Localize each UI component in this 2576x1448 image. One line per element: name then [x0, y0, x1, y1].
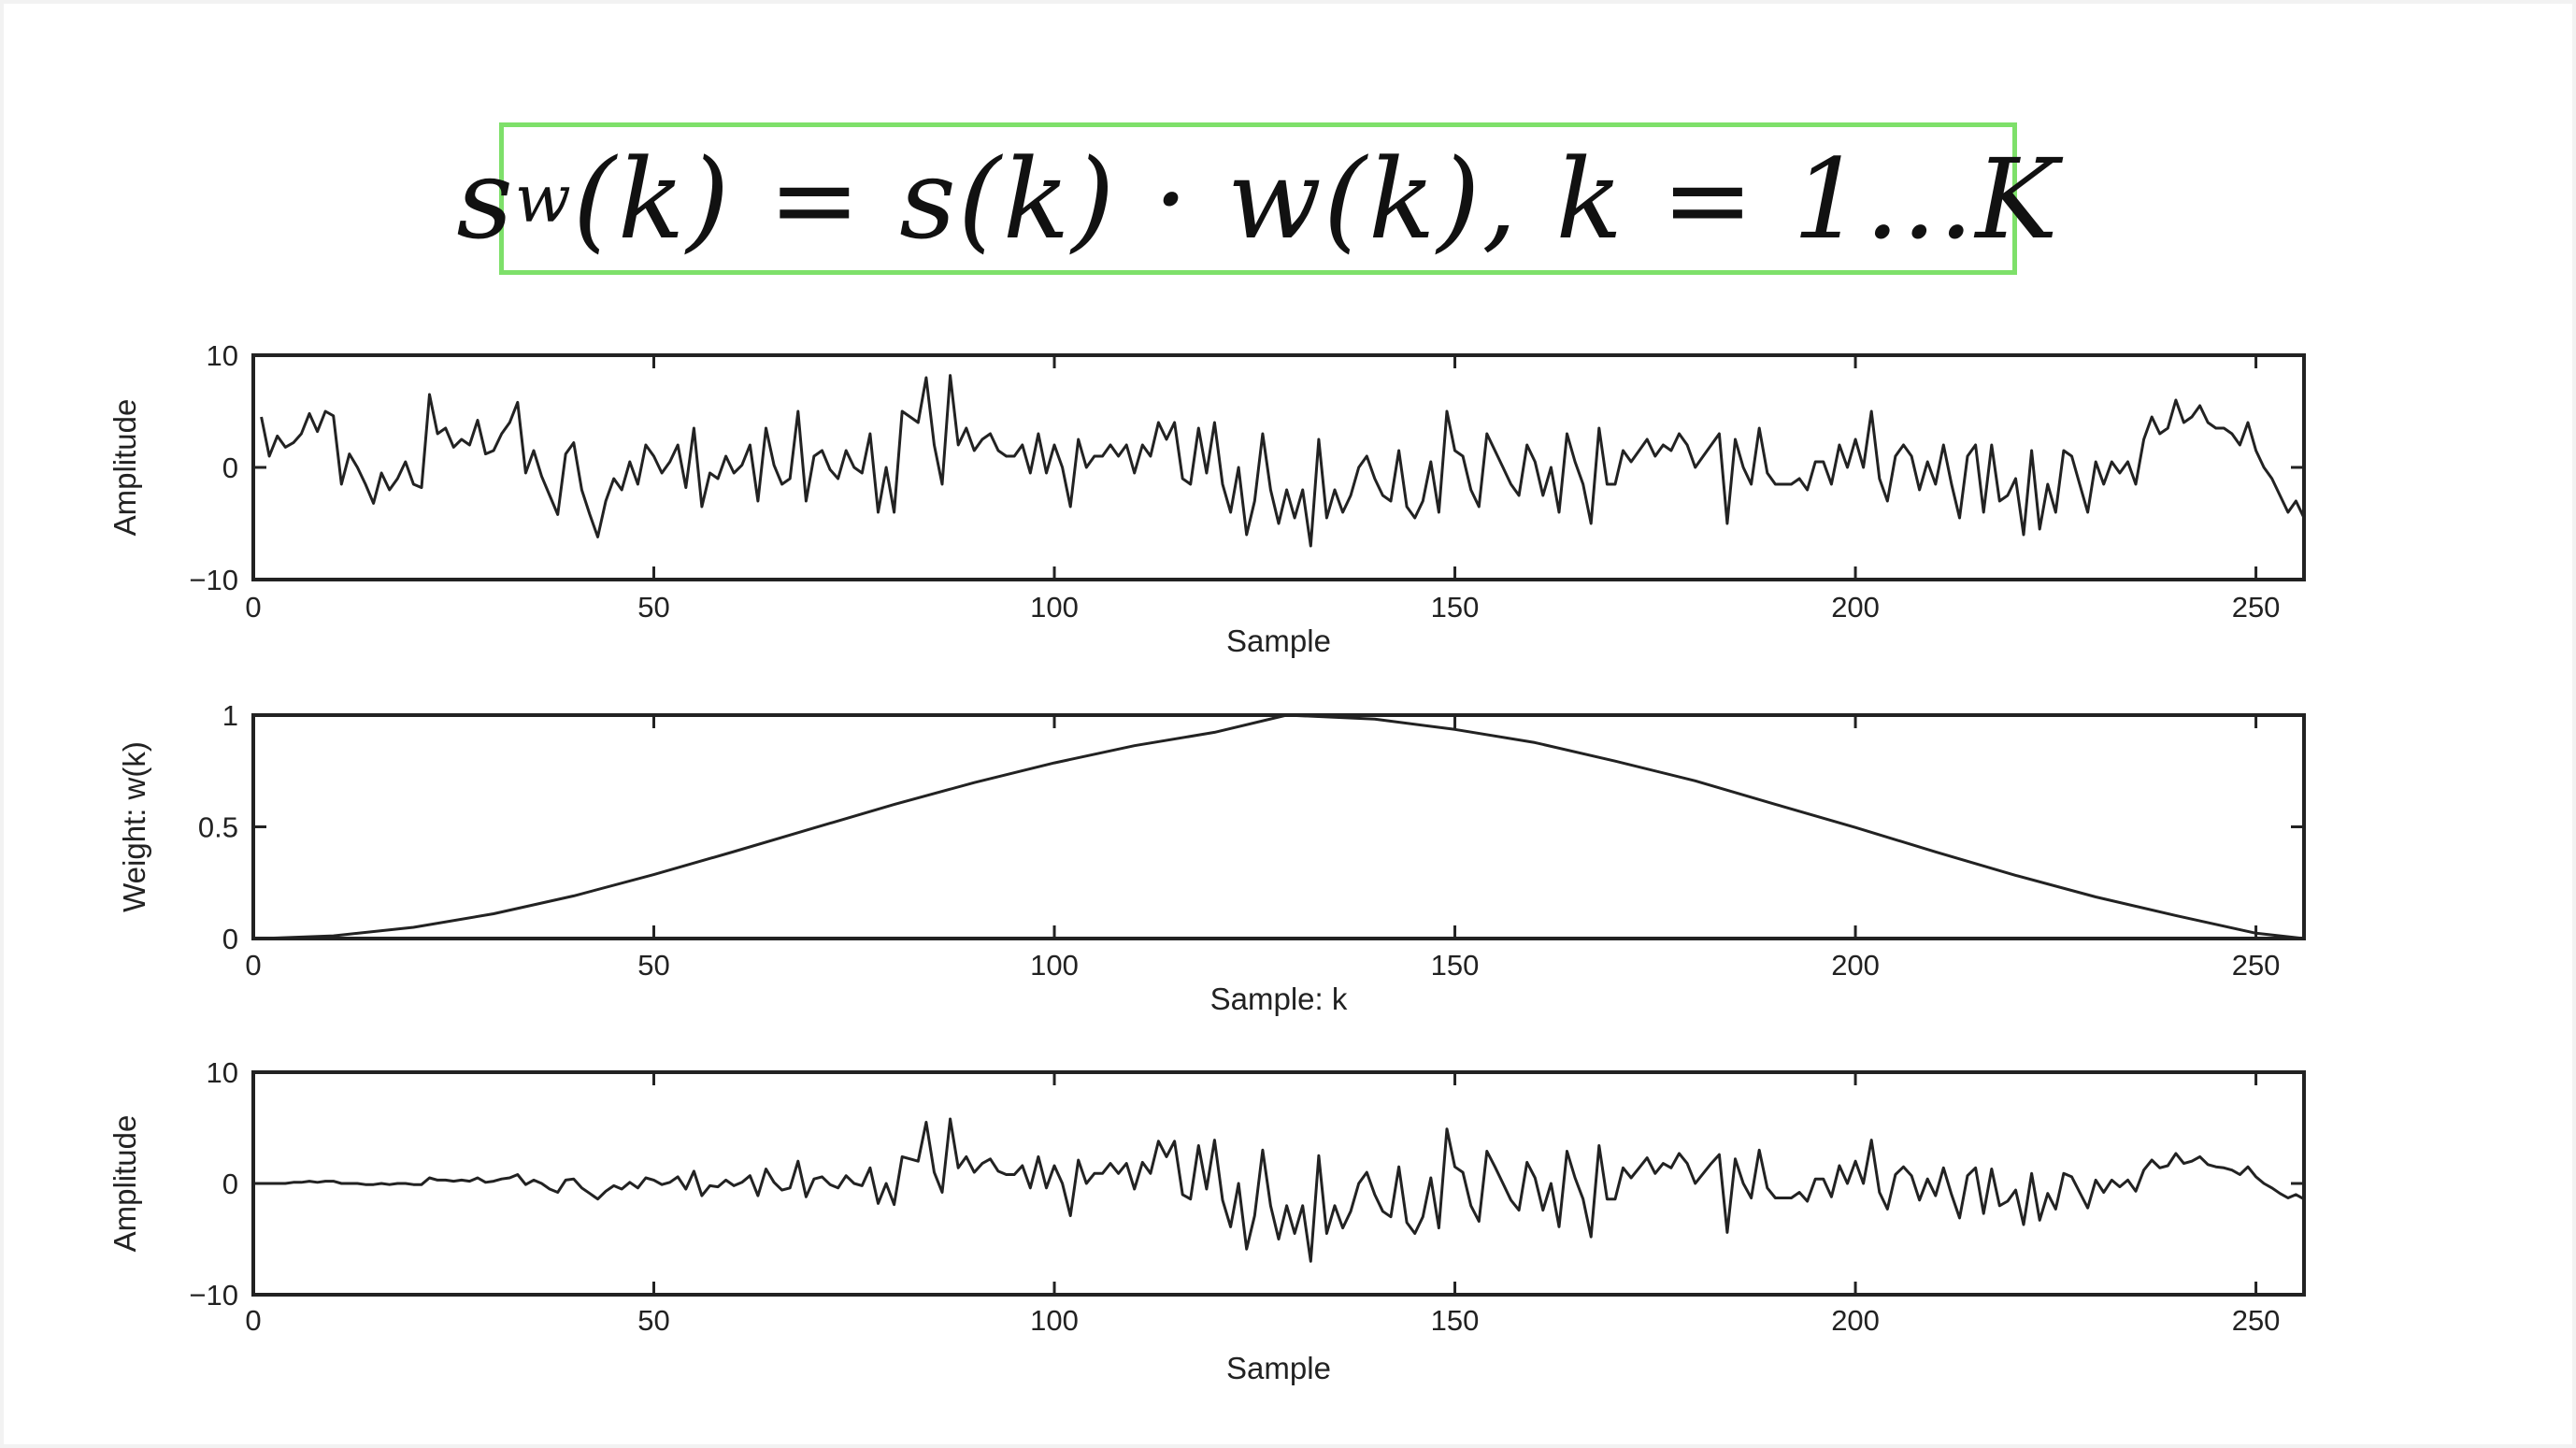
chart1-xtick-label: 150 — [1431, 591, 1480, 624]
chart1-xtick-label: 200 — [1831, 591, 1880, 624]
formula-subscript: w — [514, 160, 573, 237]
chart1-ytick-label: 10 — [207, 339, 238, 372]
chart1-xtick-label: 0 — [245, 591, 261, 624]
chart2-xtick-label: 200 — [1831, 949, 1880, 982]
chart3-ytick-label: 10 — [207, 1056, 238, 1089]
chart1-ytick-label: −10 — [189, 564, 238, 596]
chart2-ytick-label: 1 — [222, 699, 238, 732]
chart2-xtick-label: 50 — [637, 949, 669, 982]
chart2-ytick-label: 0 — [222, 923, 238, 955]
chart1-xtick-label: 100 — [1030, 591, 1079, 624]
chart2-xtick-label: 0 — [245, 949, 261, 982]
chart3-xtick-label: 250 — [2232, 1304, 2281, 1337]
chart3-series-line — [261, 1117, 2305, 1263]
formula-box: s w (k) = s(k) · w(k), k = 1...K — [456, 122, 2058, 275]
chart1-xtick-label: 50 — [637, 591, 669, 624]
chart3-xtick-label: 100 — [1030, 1304, 1079, 1337]
formula-rest: (k) = s(k) · w(k), k = 1...K — [572, 134, 2060, 264]
chart3-xtick-label: 200 — [1831, 1304, 1880, 1337]
chart3-xtick-label: 0 — [245, 1304, 261, 1337]
chart3-ytick-label: 0 — [222, 1168, 238, 1200]
chart2-xtick-label: 100 — [1030, 949, 1079, 982]
chart2-xtick-label: 250 — [2232, 949, 2281, 982]
chart3-xtick-label: 150 — [1431, 1304, 1480, 1337]
chart1-ylabel: Amplitude — [107, 399, 142, 537]
chart2-ylabel: Weight: w(k) — [117, 741, 151, 912]
chart3-ylabel: Amplitude — [107, 1115, 142, 1253]
chart2-xtick-label: 150 — [1431, 949, 1480, 982]
formula-lhs: s — [456, 134, 515, 264]
chart3-frame — [251, 1070, 2306, 1297]
chart1-series-line — [260, 374, 2306, 548]
chart3-xlabel: Sample — [1226, 1351, 1331, 1385]
chart2-series-line — [261, 713, 2305, 940]
chart1-ytick-label: 0 — [222, 452, 238, 484]
chart3-ytick-label: −10 — [189, 1279, 238, 1312]
formula: s w (k) = s(k) · w(k), k = 1...K — [456, 127, 2057, 270]
chart1-xlabel: Sample — [1226, 624, 1331, 658]
chart3-xtick-label: 50 — [637, 1304, 669, 1337]
slide: s w (k) = s(k) · w(k), k = 1...K — [4, 4, 2572, 1444]
chart2-xlabel: Sample: k — [1210, 982, 1348, 1016]
chart2-ytick-label: 0.5 — [198, 811, 238, 844]
chart1-xtick-label: 250 — [2232, 591, 2281, 624]
chart2-frame — [251, 713, 2306, 940]
chart1-frame — [251, 353, 2306, 581]
